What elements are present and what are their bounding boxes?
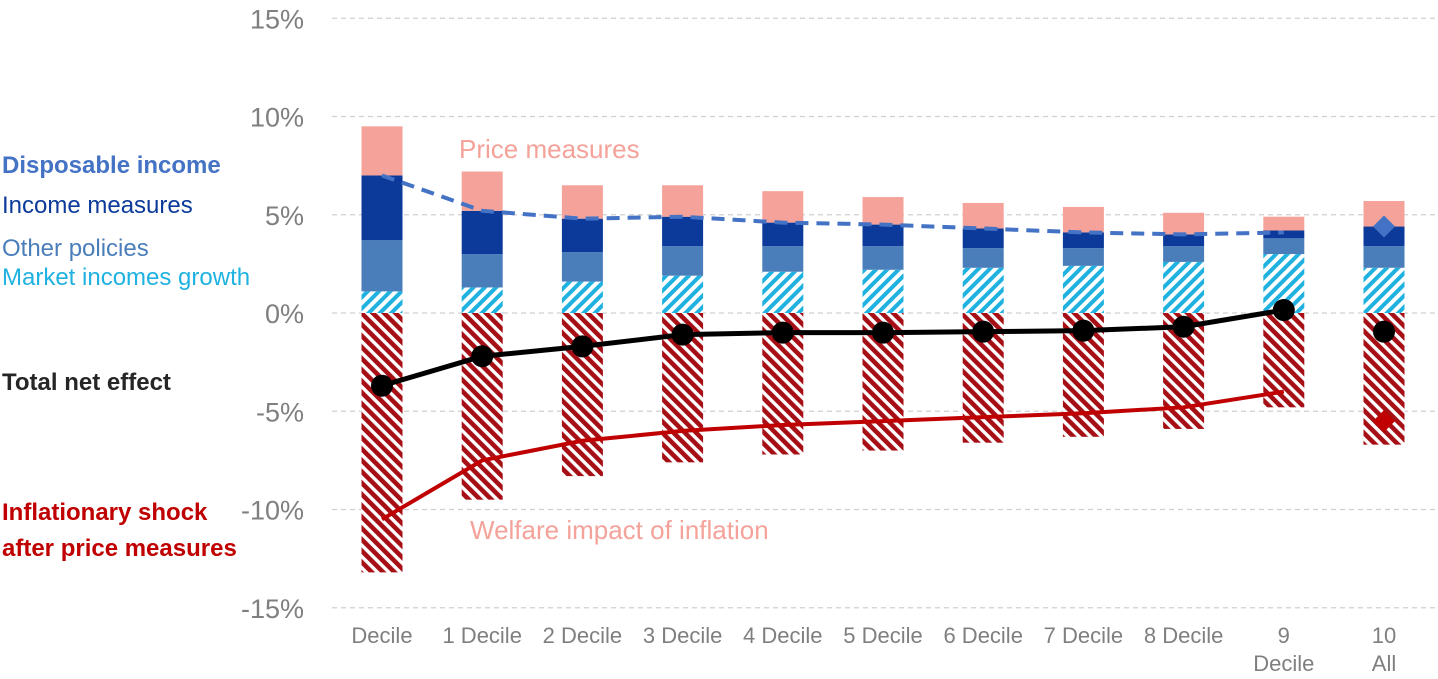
annotation-price-measures: Price measures	[459, 134, 640, 164]
bar-other-policies	[1263, 238, 1305, 255]
marker-total-net-effect	[371, 374, 393, 397]
x-tick-label: Decile	[1253, 651, 1314, 676]
bar-income-measures	[762, 222, 804, 247]
x-axis-ticks: Decile 1 Decile 2 Decile 3 Decile 4 Decile 5 …	[351, 623, 1396, 676]
marker-total-net-effect	[671, 323, 694, 346]
y-tick-label: -5%	[256, 397, 304, 427]
bar-price-measures	[1163, 212, 1205, 235]
bar-income-measures	[561, 218, 603, 253]
annotation-welfare-impact: Welfare impact of inflation	[470, 515, 769, 545]
legend-other-policies: Other policies	[2, 235, 149, 262]
bar-price-measures	[862, 197, 904, 225]
bar-market-incomes-growth	[762, 271, 804, 313]
bar-market-incomes-growth	[361, 291, 403, 313]
x-tick-label: 10	[1372, 623, 1396, 648]
line-disposable-income	[381, 173, 1284, 237]
bar-income-measures	[1163, 234, 1205, 247]
bar-price-measures	[1062, 206, 1104, 233]
y-tick-label: 10%	[250, 103, 304, 133]
legend-market-incomes-growth: Market incomes growth	[2, 264, 251, 291]
bar-market-incomes-growth	[962, 267, 1004, 313]
line-total-net-effect	[381, 307, 1285, 389]
bar-price-measures	[662, 185, 704, 217]
marker-total-net-effect	[471, 345, 494, 368]
marker-welfare-impact-all	[1373, 410, 1395, 433]
bar-other-policies	[361, 240, 403, 292]
x-tick-label: 2 Decile	[543, 623, 622, 648]
bar-other-policies	[1163, 246, 1205, 262]
marker-disposable-income-all	[1373, 215, 1395, 238]
bar-market-incomes-growth	[461, 287, 503, 313]
bar-market-incomes-growth	[1363, 267, 1405, 313]
x-tick-label: 4 Decile	[743, 623, 822, 648]
bar-price-measures	[962, 202, 1004, 229]
bar-market-incomes-growth	[561, 281, 603, 313]
bar-income-measures	[461, 210, 503, 255]
x-tick-label: Decile	[351, 623, 412, 648]
y-tick-label: -10%	[241, 496, 304, 526]
bar-income-measures	[361, 175, 403, 241]
bar-income-measures	[862, 224, 904, 247]
legend-inflationary-shock-line1: Inflationary shock	[2, 499, 208, 526]
marker-total-net-effect	[1072, 319, 1095, 342]
bar-market-incomes-growth	[662, 275, 704, 313]
bar-price-measures	[361, 126, 403, 176]
bar-price-measures	[561, 185, 603, 219]
x-tick-label: 9	[1278, 623, 1290, 648]
bars	[361, 126, 1405, 573]
x-tick-label: 1 Decile	[442, 623, 521, 648]
legend-total-net-effect: Total net effect	[2, 369, 171, 396]
y-tick-label: 0%	[265, 299, 304, 329]
bar-other-policies	[762, 246, 804, 272]
bar-income-measures	[962, 228, 1004, 249]
bar-market-incomes-growth	[862, 269, 904, 313]
legend-disposable-income: Disposable income	[2, 152, 221, 179]
bar-income-measures	[1062, 232, 1104, 249]
marker-total-net-effect	[1272, 299, 1295, 322]
bar-price-measures	[762, 191, 804, 223]
legend-income-measures: Income measures	[2, 192, 193, 219]
bar-other-policies	[662, 246, 704, 276]
marker-total-net-effect	[1172, 315, 1195, 338]
x-tick-label: 3 Decile	[643, 623, 722, 648]
series-lines	[380, 173, 1285, 522]
marker-total-net-effect	[1373, 320, 1395, 343]
bar-price-measures	[1263, 216, 1305, 231]
legend-inflationary-shock-line2: after price measures	[2, 535, 237, 562]
series-markers	[371, 215, 1395, 433]
y-tick-label: -15%	[241, 594, 304, 624]
bar-market-incomes-growth	[1062, 265, 1104, 313]
x-tick-label: All	[1372, 651, 1396, 676]
line-welfare-impact	[380, 389, 1285, 522]
bar-inflationary-shock	[461, 313, 503, 500]
bar-other-policies	[561, 252, 603, 282]
bar-inflationary-shock	[361, 313, 403, 573]
marker-total-net-effect	[972, 320, 995, 343]
bar-other-policies	[962, 248, 1004, 268]
bar-market-incomes-growth	[1163, 261, 1205, 313]
x-tick-label: 8 Decile	[1144, 623, 1223, 648]
marker-total-net-effect	[571, 335, 594, 358]
marker-total-net-effect	[771, 321, 794, 344]
x-tick-label: 7 Decile	[1044, 623, 1123, 648]
x-tick-label: 6 Decile	[943, 623, 1022, 648]
y-axis-ticks: 15% 10% 5% 0% -5% -10% -15%	[241, 4, 304, 624]
y-tick-label: 5%	[265, 201, 304, 231]
bar-other-policies	[1062, 248, 1104, 266]
y-tick-label: 15%	[250, 4, 304, 34]
bar-other-policies	[461, 254, 503, 288]
bar-other-policies	[862, 246, 904, 270]
bar-income-measures	[662, 216, 704, 247]
bar-other-policies	[1363, 246, 1405, 268]
marker-total-net-effect	[872, 321, 894, 344]
x-tick-label: 5 Decile	[843, 623, 922, 648]
